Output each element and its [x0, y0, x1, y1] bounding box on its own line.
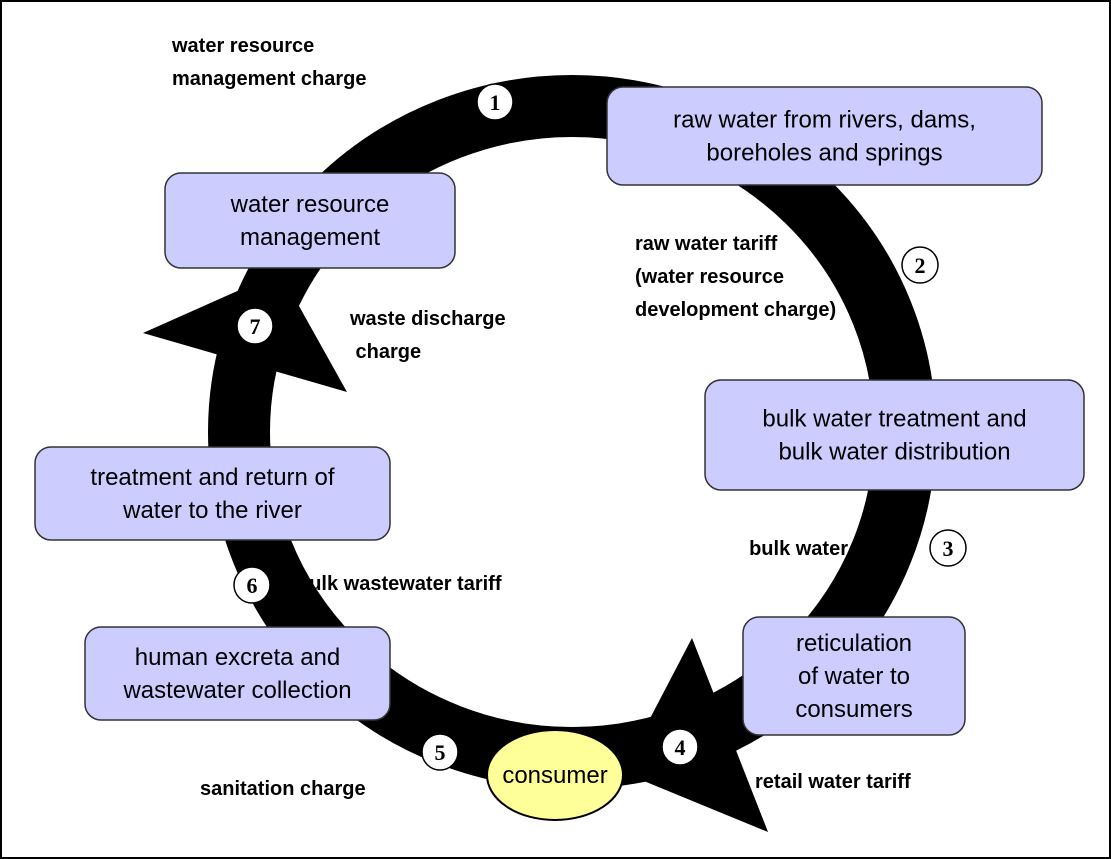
- charge-label: (water resource: [635, 266, 784, 288]
- charge-label: sanitation charge: [200, 778, 366, 800]
- node-label: bulk water distribution: [778, 439, 1010, 466]
- node-box: [84, 626, 391, 721]
- node-label: management: [240, 224, 380, 251]
- consumer-node: [486, 729, 624, 821]
- node-label: treatment and return of: [90, 464, 334, 491]
- step-circle: [901, 246, 939, 284]
- node-box: [704, 379, 1085, 491]
- node-label: raw water from rivers, dams,: [673, 107, 976, 134]
- node-label: consumers: [795, 696, 912, 723]
- charge-label: development charge): [635, 299, 836, 321]
- content: raw water from rivers, dams, boreholes an…: [34, 35, 1085, 821]
- charge-label: water resource: [171, 35, 314, 57]
- charge-label: charge: [350, 341, 421, 363]
- charge-label: retail water tariff: [755, 771, 911, 793]
- step-circle: [421, 733, 459, 771]
- step-number: 3: [943, 536, 954, 561]
- consumer-label: consumer: [502, 762, 607, 789]
- charge-label: bulk wastewater tariff: [297, 573, 502, 595]
- step-circle: [233, 566, 271, 604]
- node-label: reticulation: [796, 630, 912, 657]
- step-circle: [929, 529, 967, 567]
- node-box: [606, 86, 1043, 186]
- node-label: bulk water treatment and: [762, 406, 1026, 433]
- node-box: [742, 616, 966, 736]
- node-box: [34, 446, 391, 541]
- node-label: of water to: [798, 663, 910, 690]
- step-number: 4: [675, 735, 686, 760]
- step-number: 5: [435, 740, 446, 765]
- step-number: 7: [250, 314, 261, 339]
- node-label: human excreta and: [135, 644, 340, 671]
- step-number: 6: [247, 573, 258, 598]
- step-circle: [661, 728, 699, 766]
- node-box: [164, 172, 456, 269]
- charge-label: bulk water tariff: [749, 538, 898, 560]
- charge-label: raw water tariff: [635, 233, 778, 255]
- arrowhead: [622, 638, 768, 832]
- node-label: boreholes and springs: [706, 140, 942, 167]
- charge-label: waste discharge: [349, 308, 506, 330]
- step-number: 1: [490, 90, 501, 115]
- node-label: water resource: [230, 191, 390, 218]
- step-circle: [236, 307, 274, 345]
- step-number: 2: [915, 253, 926, 278]
- step-circle: [476, 83, 514, 121]
- node-label: wastewater collection: [122, 677, 351, 704]
- charge-label: management charge: [172, 68, 367, 90]
- node-label: water to the river: [122, 497, 302, 524]
